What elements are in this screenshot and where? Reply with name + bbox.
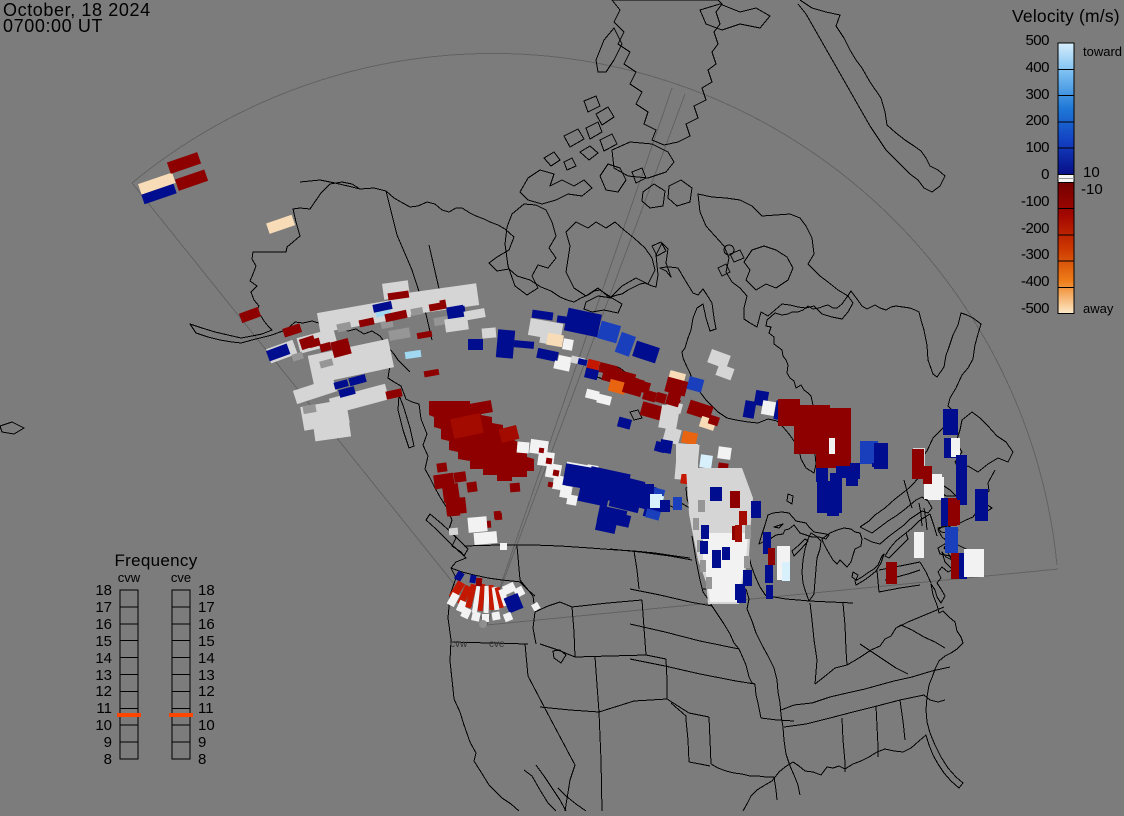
svg-text:toward: toward — [1083, 44, 1122, 59]
svg-text:400: 400 — [1025, 59, 1049, 76]
svg-text:8: 8 — [104, 751, 112, 768]
svg-text:16: 16 — [198, 616, 215, 633]
svg-text:Frequency: Frequency — [114, 551, 197, 570]
svg-text:0700:00 UT: 0700:00 UT — [3, 16, 103, 36]
svg-text:10: 10 — [198, 717, 215, 734]
svg-text:12: 12 — [95, 683, 112, 700]
svg-text:300: 300 — [1025, 86, 1049, 103]
svg-text:18: 18 — [95, 582, 112, 599]
svg-text:14: 14 — [198, 650, 215, 667]
svg-text:11: 11 — [198, 700, 214, 717]
svg-text:9: 9 — [104, 734, 112, 751]
svg-text:12: 12 — [198, 683, 215, 700]
svg-text:cvw: cvw — [450, 639, 468, 650]
svg-text:15: 15 — [95, 633, 112, 650]
svg-text:cve: cve — [171, 570, 191, 585]
svg-text:13: 13 — [198, 667, 215, 684]
svg-text:17: 17 — [198, 599, 215, 616]
svg-text:10: 10 — [95, 717, 112, 734]
svg-text:8: 8 — [198, 751, 206, 768]
svg-text:-10: -10 — [1081, 181, 1103, 198]
svg-text:200: 200 — [1025, 112, 1049, 129]
svg-text:100: 100 — [1025, 139, 1049, 156]
svg-text:10: 10 — [1083, 164, 1100, 181]
svg-text:13: 13 — [95, 667, 112, 684]
svg-text:-400: -400 — [1021, 273, 1049, 290]
svg-text:18: 18 — [198, 582, 215, 599]
svg-text:-200: -200 — [1021, 220, 1049, 237]
svg-text:cvw: cvw — [118, 570, 141, 585]
svg-text:500: 500 — [1025, 32, 1049, 49]
svg-text:-500: -500 — [1021, 300, 1049, 317]
svg-text:15: 15 — [198, 633, 215, 650]
svg-text:-100: -100 — [1021, 193, 1049, 210]
svg-text:16: 16 — [95, 616, 112, 633]
svg-text:-300: -300 — [1021, 246, 1049, 263]
svg-text:cve: cve — [489, 639, 505, 650]
svg-text:9: 9 — [198, 734, 206, 751]
svg-text:11: 11 — [96, 700, 112, 717]
svg-text:0: 0 — [1041, 166, 1049, 183]
svg-text:17: 17 — [95, 599, 112, 616]
svg-text:October, 18 2024: October, 18 2024 — [3, 0, 151, 20]
svg-text:Velocity (m/s): Velocity (m/s) — [1012, 6, 1120, 26]
svg-text:14: 14 — [95, 650, 112, 667]
svg-text:away: away — [1083, 301, 1114, 316]
